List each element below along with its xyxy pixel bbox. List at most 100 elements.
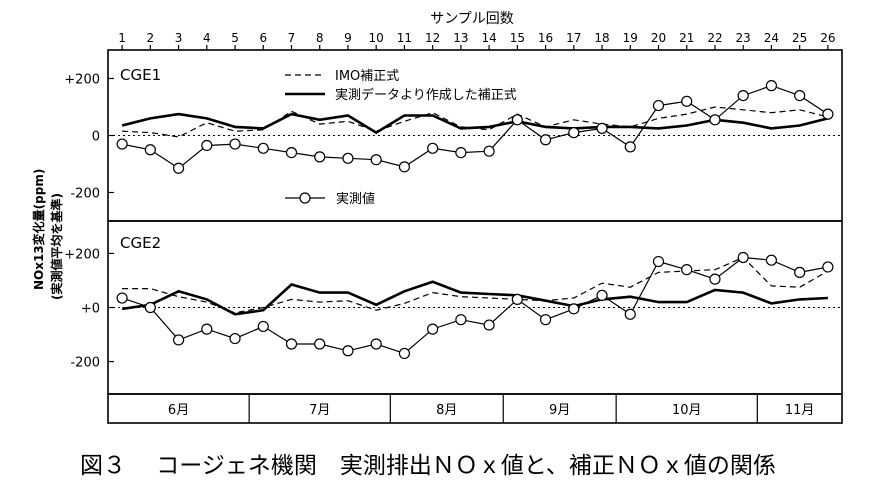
measured-point [370,338,382,350]
top-tick-label: 10 [369,31,384,45]
y-tick-label: +200 [64,73,100,88]
measured-point [455,147,467,159]
measured-point [794,89,806,102]
measured-point [737,89,749,102]
measured-point [172,162,185,174]
month-band-frame [107,393,843,424]
figure-caption: 図３ コージェネ機関 実測排出ＮＯｘ値と、補正ＮＯｘ値の関係 [80,453,776,479]
measured-point [624,141,636,153]
measured-point [172,334,185,346]
measured-point [285,147,298,159]
top-tick-label: 2 [147,31,155,45]
top-tick-label: 18 [594,31,609,45]
legend-fit-label: 実測データより作成した補正式 [335,87,517,103]
measured-point [370,154,382,166]
measured-point [398,347,411,360]
measured-point [539,134,552,146]
top-axis-title: サンプル回数 [430,11,514,27]
measured-point [794,266,806,278]
top-tick-label: 26 [820,31,835,45]
top-tick-label: 5 [231,31,239,45]
measured-point [116,292,128,304]
measured-point [539,314,552,326]
measured-point [427,142,439,154]
measured-point [201,323,213,335]
panel-cge1-title: CGE1 [120,66,161,84]
top-tick-label: 6 [259,31,267,45]
month-label: 7月 [309,403,330,418]
measured-point [681,264,693,276]
measured-point [709,273,721,285]
y-axis-sublabel: (実測値平均を基準) [50,193,64,300]
top-tick-label: 9 [344,31,352,45]
measured-point [229,138,241,150]
top-tick-label: 1 [118,31,126,45]
measured-point [342,345,354,357]
measured-point [398,161,411,173]
series-imo-line [122,256,829,314]
measured-point [709,114,721,126]
month-label: 9月 [549,403,570,418]
top-tick-label: 12 [425,31,440,45]
measured-point [483,145,495,157]
measured-point [511,114,523,126]
measured-point [765,254,778,266]
top-tick-label: 15 [510,31,525,45]
measured-point [822,108,834,120]
panel-cge2: +200 +0 -200 [64,247,842,371]
legend: IMO補正式 実測データより作成した補正式 実測値 [285,69,517,207]
measured-point [737,251,749,264]
top-tick-label: 20 [651,31,666,45]
measured-point [822,261,834,273]
y-tick-label: +200 [64,247,100,262]
measured-point [624,308,636,320]
y-tick-label: -200 [70,187,100,202]
measured-point [285,338,298,350]
month-label: 10月 [672,403,702,418]
measured-point [257,320,269,333]
legend-imo-label: IMO補正式 [335,69,399,84]
top-tick-label: 4 [203,31,211,45]
measured-point [652,99,665,112]
measured-point [144,301,156,314]
measured-point [511,293,523,305]
top-tick-label: 23 [736,31,751,45]
panel-cge1: +200 0 -200 [64,73,842,202]
measured-point [201,139,213,152]
measured-point [681,95,693,107]
measured-point [144,144,156,156]
measured-point [568,303,580,315]
nox-comparison-figure: 1 2 3 4 5 6 7 8 9 10 11 12 13 14 15 16 17 18 19 20 21 22 23 24 2… [64,11,843,424]
measured-point [652,255,665,268]
measured-point [229,332,241,345]
month-label: 8月 [436,403,457,418]
measured-point [596,122,608,134]
top-tick-label: 17 [566,31,581,45]
top-tick-label: 19 [623,31,638,45]
top-tick-label: 16 [538,31,553,45]
y-tick-label: 0 [92,130,100,145]
measured-point [314,151,326,163]
legend-measured-label: 実測値 [336,191,375,207]
top-axis-ticks: 1 2 3 4 5 6 7 8 9 10 11 12 13 14 15 16 17 18 19 20 21 22 23 24 2… [118,31,836,50]
top-tick-label: 14 [481,31,496,45]
series-measured-line [121,256,829,355]
measured-point [314,338,326,350]
top-tick-label: 8 [316,31,324,45]
top-tick-label: 21 [679,31,694,45]
measured-point [568,127,580,139]
month-label: 11月 [785,403,815,418]
measured-point [596,289,608,301]
y-axis-label: NOx13変化量(ppm) [32,168,46,290]
panel-cge2-title: CGE2 [120,234,161,252]
series-imo-line [122,106,829,138]
top-tick-label: 7 [288,31,296,45]
top-tick-label: 3 [175,31,183,45]
series-fit-line [121,112,829,135]
measured-point [427,323,439,335]
measured-point [257,142,269,154]
measured-point [455,314,467,326]
y-tick-label: +0 [81,302,100,317]
month-band: 6月 7月 8月 9月 10月 11月 [168,394,814,423]
series-fit-line [121,280,828,316]
